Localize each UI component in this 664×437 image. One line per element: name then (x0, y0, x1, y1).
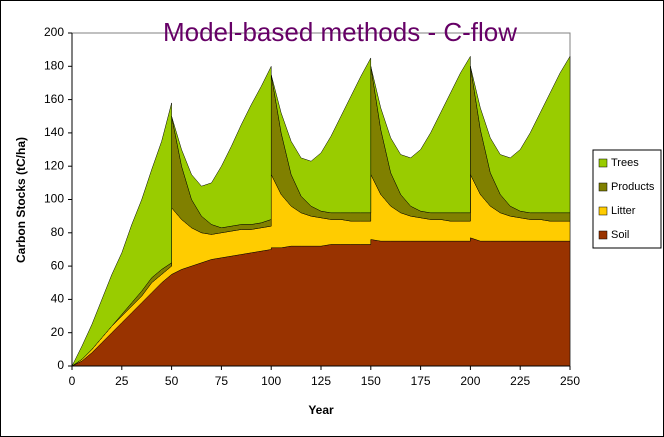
y-tick-label: 160 (44, 92, 64, 106)
x-tick-label: 200 (460, 374, 480, 388)
y-tick-label: 200 (44, 25, 64, 39)
x-tick-label: 0 (69, 374, 76, 388)
legend-label: Soil (611, 229, 629, 241)
x-tick-label: 175 (411, 374, 431, 388)
x-tick-label: 150 (361, 374, 381, 388)
x-tick-label: 100 (261, 374, 281, 388)
legend-label: Products (611, 181, 655, 193)
y-tick-label: 60 (51, 258, 65, 272)
y-tick-label: 120 (44, 158, 64, 172)
chart-title: Model-based methods - C-flow (163, 17, 517, 47)
y-tick-label: 0 (57, 358, 64, 372)
legend-swatch (598, 158, 608, 168)
y-axis-label: Carbon Stocks (tC/ha) (14, 137, 28, 263)
legend-swatch (598, 206, 608, 216)
y-tick-label: 40 (51, 292, 65, 306)
x-tick-label: 50 (165, 374, 179, 388)
x-tick-label: 125 (311, 374, 331, 388)
y-tick-label: 140 (44, 125, 64, 139)
x-tick-label: 75 (215, 374, 229, 388)
legend-label: Litter (611, 205, 636, 217)
area (71, 55, 571, 367)
legend-swatch (598, 230, 608, 240)
x-axis-label: Year (308, 403, 334, 417)
legend-label: Trees (611, 157, 639, 169)
y-tick-label: 100 (44, 192, 64, 206)
x-tick-label: 25 (115, 374, 129, 388)
x-tick-label: 225 (510, 374, 530, 388)
y-tick-label: 80 (51, 225, 65, 239)
x-tick-label: 250 (560, 374, 580, 388)
y-tick-label: 20 (51, 325, 65, 339)
legend-swatch (598, 182, 608, 192)
y-tick-label: 180 (44, 58, 64, 72)
